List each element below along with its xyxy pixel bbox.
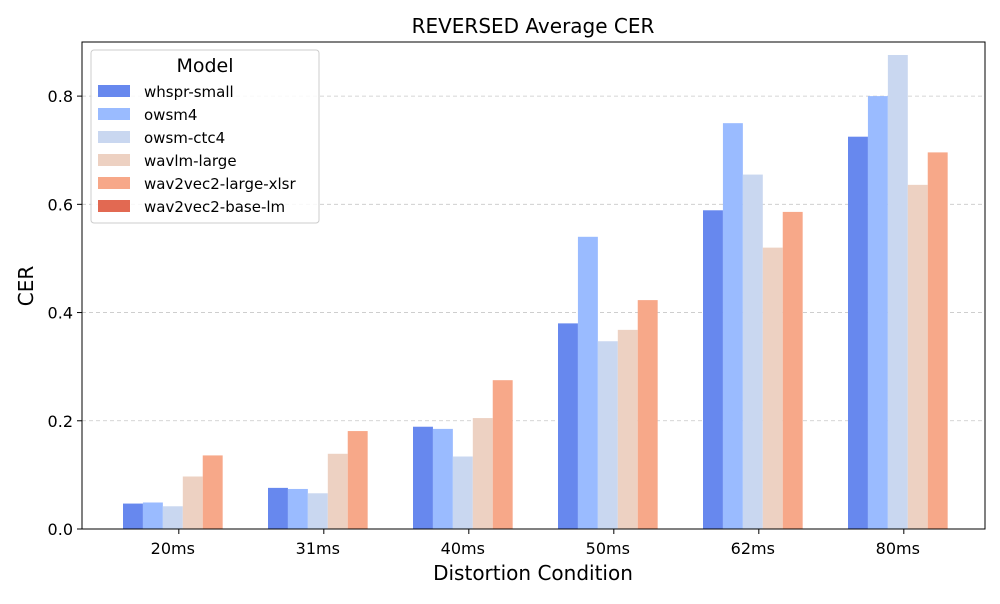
bar (762, 247, 783, 529)
legend: Model whspr-small owsm4 owsm-ctc4 wavlm-lar… (90, 49, 320, 224)
legend-label: owsm-ctc4 (144, 129, 225, 147)
bar (867, 96, 888, 530)
bar (848, 136, 868, 529)
x-tick-label: 20ms (151, 539, 195, 558)
legend-swatch (98, 131, 130, 143)
bar (287, 488, 308, 529)
bar (597, 341, 618, 529)
bar (347, 431, 368, 529)
x-tick-label: 80ms (876, 539, 920, 558)
bar (307, 493, 328, 529)
bar (577, 236, 598, 530)
x-axis-label: Distortion Condition (433, 561, 633, 585)
bar (268, 487, 288, 529)
legend-swatch (98, 108, 130, 120)
bar (558, 323, 578, 529)
legend-swatch (98, 154, 130, 166)
y-tick-label: 0.6 (48, 195, 73, 214)
legend-label: wav2vec2-large-xlsr (144, 175, 296, 193)
x-tick-label: 31ms (296, 539, 340, 558)
legend-box (90, 49, 320, 224)
x-tick-label: 50ms (586, 539, 630, 558)
bar (703, 210, 723, 530)
bar (142, 502, 163, 529)
bar (413, 426, 433, 529)
bar (782, 211, 803, 529)
y-tick-label: 0.4 (48, 304, 73, 323)
bar (432, 428, 453, 529)
y-tick-label: 0.0 (48, 520, 73, 539)
y-axis-label: CER (14, 266, 38, 307)
chart-title: REVERSED Average CER (412, 14, 655, 38)
bar (907, 184, 928, 529)
bar (472, 418, 493, 529)
bar (452, 456, 473, 529)
bars (123, 54, 948, 530)
bar (742, 174, 763, 529)
legend-label: wavlm-large (144, 152, 237, 170)
bar (202, 455, 223, 529)
x-tick-label: 62ms (731, 539, 775, 558)
bar (162, 506, 183, 529)
bar (617, 329, 638, 529)
bar (927, 152, 948, 529)
legend-label: whspr-small (144, 83, 234, 101)
x-tick-label: 40ms (441, 539, 485, 558)
bar (722, 123, 743, 530)
bar (637, 300, 658, 529)
plot-frame (81, 41, 986, 530)
y-ticks: 0.0 0.2 0.4 0.6 0.8 (48, 87, 82, 539)
legend-swatch (98, 177, 130, 189)
legend-label: wav2vec2-base-lm (144, 198, 285, 216)
legend-swatch (98, 85, 130, 97)
legend-title: Model (176, 55, 233, 77)
bar (327, 453, 348, 529)
y-tick-label: 0.2 (48, 412, 73, 431)
bar (492, 380, 513, 529)
bar (182, 476, 203, 529)
bar (123, 503, 143, 529)
x-ticks: 20ms 31ms 40ms 50ms 62ms 80ms (151, 529, 920, 558)
y-tick-label: 0.8 (48, 87, 73, 106)
legend-label: owsm4 (144, 106, 197, 124)
bar (887, 54, 908, 530)
legend-swatch (98, 200, 130, 212)
